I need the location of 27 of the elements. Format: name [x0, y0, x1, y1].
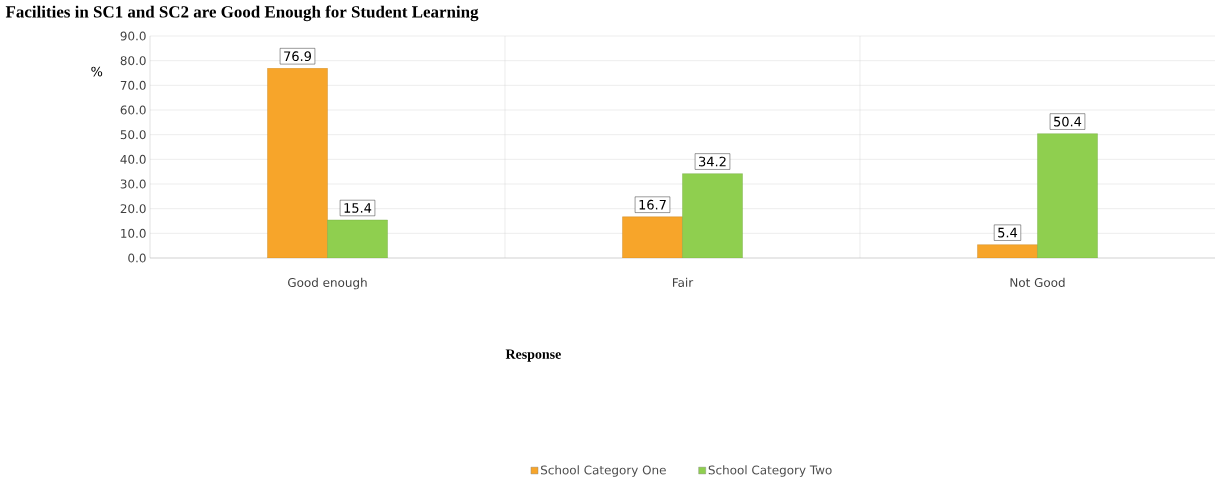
data-label: 15.4 — [344, 203, 372, 213]
x-tick-label: Not Good — [1010, 277, 1065, 288]
data-label: 16.7 — [639, 199, 666, 210]
bar — [682, 173, 743, 258]
legend-label: School Category Two — [708, 465, 832, 477]
x-axis-title: Response — [505, 349, 561, 362]
x-tick-label: Good enough — [288, 277, 367, 290]
y-tick-label: 0.0 — [128, 253, 146, 263]
data-label: 50.4 — [1054, 116, 1082, 127]
y-tick-label: 80.0 — [120, 56, 146, 66]
y-tick-label: 90.0 — [120, 31, 146, 41]
data-label: 34.2 — [699, 156, 726, 167]
y-tick-label: 10.0 — [121, 228, 146, 238]
data-label: 76.9 — [284, 51, 311, 62]
y-tick-label: 20.0 — [120, 204, 146, 214]
y-tick-label: 40.0 — [120, 154, 146, 164]
chart-title: Facilities in SC1 and SC2 are Good Enough for Student Learning — [5, 5, 479, 22]
y-tick-label: 70.0 — [120, 80, 146, 90]
x-tick-label: Fair — [673, 277, 694, 288]
data-label: 5.4 — [998, 227, 1018, 238]
y-tick-label: 50.0 — [120, 130, 146, 140]
legend-label: School Category One — [541, 465, 666, 477]
y-tick-label: 30.0 — [120, 179, 146, 189]
y-tick-label: 60.0 — [120, 105, 146, 115]
bar — [267, 68, 328, 258]
y-axis-title: % — [91, 66, 103, 77]
bar — [1037, 133, 1098, 258]
